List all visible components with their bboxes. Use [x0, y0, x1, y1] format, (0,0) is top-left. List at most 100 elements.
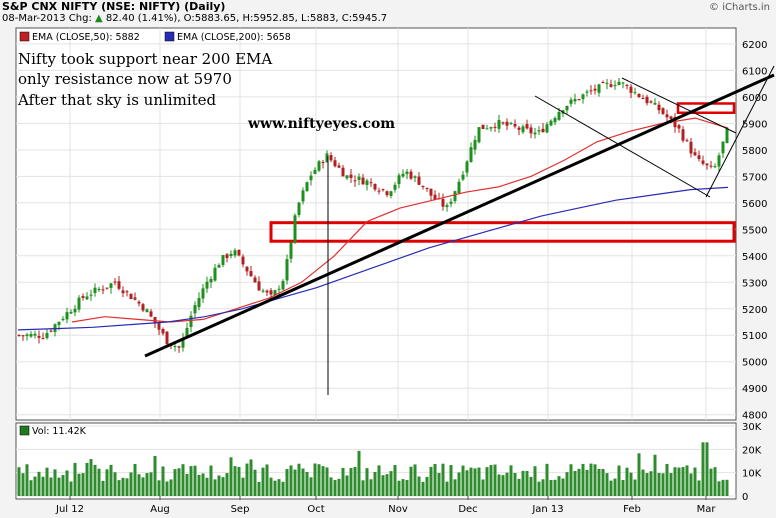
volume-bar [305, 471, 309, 496]
volume-bar [465, 470, 469, 496]
candle-body [149, 311, 153, 317]
candle-body [221, 255, 225, 265]
candle-body [493, 126, 497, 128]
candle-body [653, 102, 657, 105]
candle-body [209, 278, 213, 283]
candle-body [45, 332, 49, 339]
candle-body [529, 127, 533, 134]
volume-bar [641, 469, 645, 496]
legend-ema200: EMA (CLOSE,200): 5658 [177, 32, 291, 43]
candle-body [301, 190, 305, 202]
candle-body [489, 127, 493, 129]
candle-body [401, 173, 405, 177]
legend-swatch-ema50 [19, 31, 30, 42]
candle-body [425, 187, 429, 189]
ema200-line [17, 186, 729, 331]
candle-body [361, 177, 365, 185]
candle-body [469, 147, 473, 163]
candle-body [61, 318, 65, 321]
candle-body [245, 266, 249, 272]
volume-bar [345, 475, 349, 496]
volume-bar [93, 464, 97, 496]
candle-body [125, 291, 129, 293]
volume-bar [301, 468, 305, 496]
candle-body [205, 281, 209, 289]
volume-bar [625, 467, 629, 496]
candle-body [505, 121, 509, 126]
volume-bar [205, 477, 209, 496]
volume-bar [705, 442, 709, 496]
volume-bar [117, 480, 121, 496]
volume-bar [597, 468, 601, 496]
candle-body [109, 283, 113, 288]
volume-bars [17, 442, 729, 496]
candle-body [265, 290, 269, 293]
candle-body [121, 290, 125, 294]
volume-bar [513, 472, 517, 496]
candle-body [117, 281, 121, 289]
volume-bar [233, 466, 237, 496]
y-tick-label: 4800 [742, 411, 767, 422]
candle-body [17, 334, 21, 336]
volume-bar [521, 470, 525, 496]
up-arrow-icon: ▲ [95, 13, 103, 24]
volume-bar [213, 479, 217, 496]
candle-body [297, 202, 301, 215]
candle-body [333, 160, 337, 167]
volume-bar [21, 473, 25, 496]
volume-bar [529, 476, 533, 496]
candle-body [225, 254, 229, 259]
candle-body [93, 287, 97, 293]
volume-bar [105, 469, 109, 496]
trendlines [144, 65, 775, 395]
candle-body [609, 84, 613, 87]
candle-body [533, 132, 537, 135]
candle-body [541, 128, 545, 133]
volume-bar [341, 467, 345, 496]
volume-bar [677, 467, 681, 496]
volume-bar [485, 467, 489, 496]
candle-body [445, 205, 449, 208]
volume-bar [405, 480, 409, 496]
volume-bar [481, 479, 485, 496]
candle-body [485, 128, 489, 130]
volume-bar [217, 475, 221, 496]
volume-bar [585, 469, 589, 496]
volume-bar [169, 479, 173, 496]
y-tick-label: 5500 [742, 225, 767, 236]
volume-bar [721, 479, 725, 496]
volume-bar [293, 469, 297, 496]
volume-bar [501, 475, 505, 496]
candle-body [213, 267, 217, 281]
candle-body [621, 82, 625, 84]
volume-bar [113, 472, 117, 496]
volume-bar [69, 481, 73, 496]
x-tick-label: Dec [458, 504, 477, 515]
volume-bar [433, 464, 437, 496]
candle-body [157, 322, 161, 330]
volume-bar [593, 464, 597, 496]
x-tick-label: Oct [307, 504, 324, 515]
volume-bar [473, 468, 477, 496]
volume-bar [97, 468, 101, 496]
candle-body [89, 294, 93, 296]
volume-bar [653, 454, 657, 496]
candle-body [593, 88, 597, 91]
candle-body [501, 122, 505, 124]
volume-bar [273, 480, 277, 496]
price-summary: 08-Mar-2013 Chg: ▲ 82.40 (1.41%), O:5883… [2, 13, 387, 24]
annotation-line-3: After that sky is unlimited [17, 91, 217, 109]
candle-body [217, 265, 221, 268]
volume-bar [449, 465, 453, 496]
chart-title: S&P CNX NIFTY (NSE: NIFTY) (Daily) [2, 0, 226, 13]
y-tick-label: 5000 [742, 358, 767, 369]
volume-bar [261, 467, 265, 496]
candle-body [325, 153, 329, 163]
volume-bar [477, 467, 481, 496]
volume-bar [637, 453, 641, 496]
candle-body [305, 182, 309, 192]
candle-body [449, 201, 453, 204]
candle-body [681, 129, 685, 141]
trendline-up-break [705, 65, 775, 198]
candle-body [189, 315, 193, 327]
